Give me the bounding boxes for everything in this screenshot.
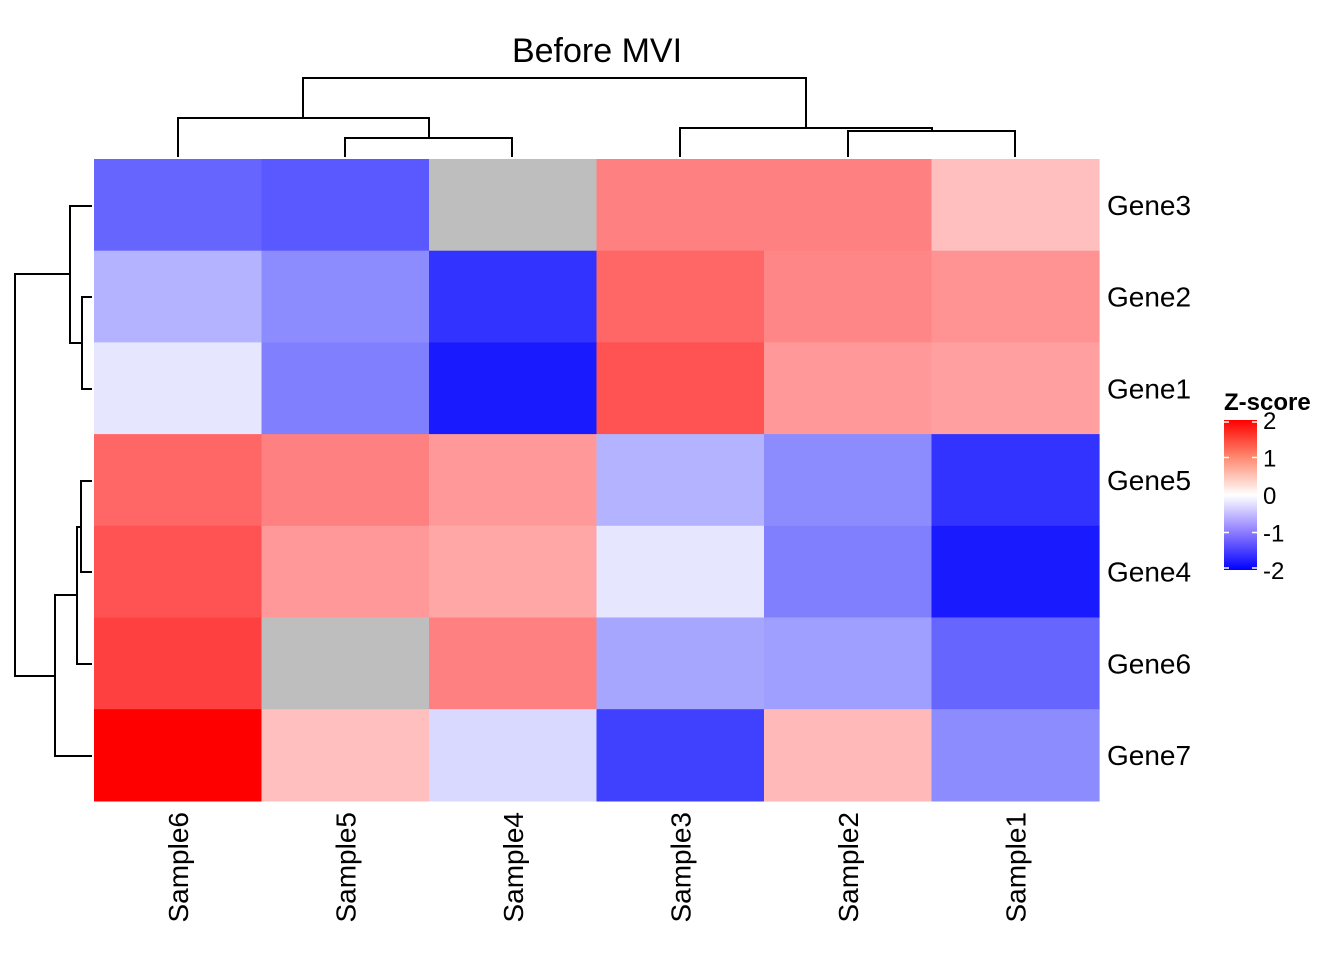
column-label: Sample4 [498, 812, 529, 923]
dendrogram-branch [80, 480, 92, 573]
heatmap-cell [94, 250, 263, 343]
column-label: Sample2 [833, 812, 864, 923]
legend-tick-label: -2 [1263, 558, 1284, 585]
heatmap-cell [596, 617, 765, 710]
heatmap-cell [429, 250, 598, 343]
legend-tick-label: 2 [1263, 408, 1276, 435]
heatmap-cell [764, 525, 933, 619]
heatmap-cell [596, 342, 765, 435]
legend-tick-label: 0 [1263, 483, 1276, 510]
dendrogram-branch [54, 594, 92, 757]
heatmap-cell [596, 159, 765, 252]
heatmap-cell [931, 709, 1100, 802]
heatmap-cell [931, 434, 1100, 527]
heatmap-cell [931, 342, 1100, 435]
heatmap-cell [764, 617, 933, 710]
legend-color-bar [1224, 420, 1257, 570]
chart-title: Before MVI [512, 32, 682, 70]
heatmap-cell [596, 434, 765, 527]
heatmap-cell [429, 709, 598, 802]
heatmap-cell [764, 342, 933, 435]
column-label: Sample6 [163, 812, 194, 923]
row-dendrogram [14, 205, 92, 757]
row-label: Gene1 [1107, 373, 1191, 404]
column-dendrogram [177, 77, 1016, 157]
heatmap-cell [261, 617, 430, 710]
dendrogram-branch [14, 273, 70, 677]
legend-tick-label: -1 [1263, 521, 1284, 548]
column-label: Sample5 [330, 812, 361, 923]
row-labels: Gene3 Gene2 Gene1 Gene5 Gene4 Gene6 Gene7 [1107, 190, 1191, 771]
heatmap-cell [261, 525, 430, 619]
heatmap-cell [94, 159, 263, 252]
dendrogram-branch [302, 77, 807, 128]
row-label: Gene3 [1107, 190, 1191, 221]
heatmap-cell [94, 434, 263, 527]
heatmap-cell [931, 159, 1100, 252]
heatmap-cell [429, 434, 598, 527]
color-legend: Z-score 2 1 0 -1 -2 [1224, 389, 1311, 585]
heatmap-cell [94, 709, 263, 802]
dendrogram-branch [76, 526, 92, 665]
heatmap-cell [764, 434, 933, 527]
legend-title: Z-score [1224, 389, 1311, 416]
heatmap-cell [94, 342, 263, 435]
dendrogram-branch [81, 296, 92, 390]
heatmap-cell [429, 525, 598, 619]
heatmap-cell [261, 709, 430, 802]
heatmap-cell [931, 250, 1100, 343]
heatmap-cell [764, 709, 933, 802]
heatmap-cell [429, 342, 598, 435]
heatmap-cell [261, 342, 430, 435]
legend-ticks: 2 1 0 -1 -2 [1224, 408, 1284, 585]
dendrogram-branch [847, 130, 1016, 157]
row-label: Gene7 [1107, 740, 1191, 771]
heatmap-cell [764, 159, 933, 252]
heatmap-cell [429, 617, 598, 710]
heatmap-cell [94, 617, 263, 710]
heatmap-cell [596, 709, 765, 802]
dendrogram-branch [679, 127, 933, 157]
row-label: Gene2 [1107, 282, 1191, 313]
heatmap-cell [596, 250, 765, 343]
heatmap-cell [94, 525, 263, 619]
heatmap-cell [429, 159, 598, 252]
heatmap-cell [764, 250, 933, 343]
row-label: Gene5 [1107, 465, 1191, 496]
heatmap-cell [931, 617, 1100, 710]
column-label: Sample3 [665, 812, 696, 923]
heatmap-cells [94, 159, 1100, 802]
heatmap-cell [261, 159, 430, 252]
heatmap-cell [261, 250, 430, 343]
legend-tick-label: 1 [1263, 446, 1276, 473]
column-labels: Sample6 Sample5 Sample4 Sample3 Sample2 Sampl… [163, 812, 1032, 923]
column-label: Sample1 [1000, 812, 1031, 923]
row-label: Gene4 [1107, 557, 1191, 588]
heatmap-cell [931, 525, 1100, 619]
heatmap-cell [596, 525, 765, 619]
dendrogram-branch [344, 137, 513, 157]
heatmap-cell [261, 434, 430, 527]
row-label: Gene6 [1107, 648, 1191, 679]
